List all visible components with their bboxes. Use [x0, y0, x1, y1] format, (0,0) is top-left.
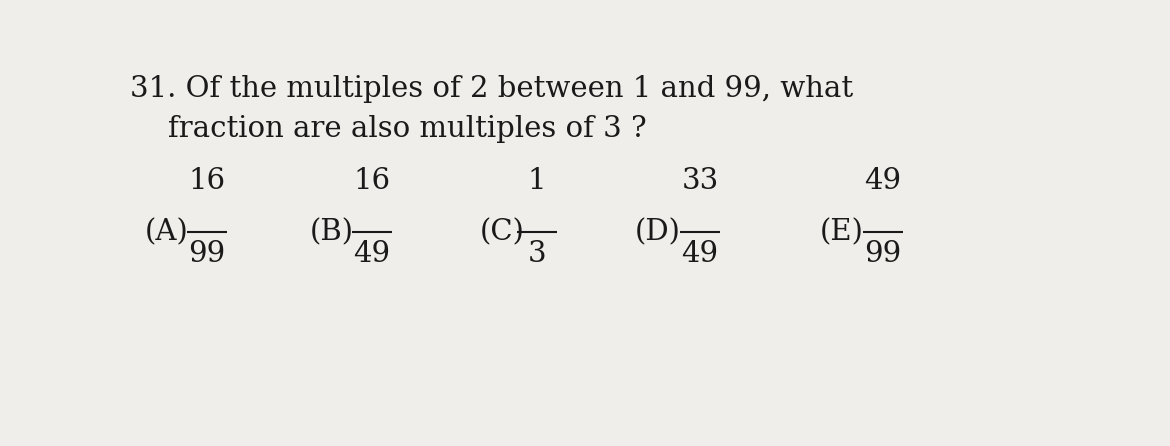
Text: 49: 49 — [353, 240, 391, 268]
Text: fraction are also multiples of 3 ?: fraction are also multiples of 3 ? — [168, 115, 647, 143]
Text: 49: 49 — [865, 167, 902, 195]
Text: (A): (A) — [145, 218, 188, 246]
Text: 49: 49 — [681, 240, 718, 268]
Text: 99: 99 — [865, 240, 902, 268]
Text: (D): (D) — [635, 218, 681, 246]
Text: 33: 33 — [681, 167, 718, 195]
Text: (C): (C) — [480, 218, 525, 246]
Text: 31. Of the multiples of 2 between 1 and 99, what: 31. Of the multiples of 2 between 1 and … — [130, 75, 853, 103]
Text: 16: 16 — [353, 167, 391, 195]
Text: 16: 16 — [188, 167, 226, 195]
Text: 3: 3 — [528, 240, 546, 268]
Text: 1: 1 — [528, 167, 546, 195]
Text: (B): (B) — [310, 218, 355, 246]
Text: (E): (E) — [820, 218, 863, 246]
Text: 99: 99 — [188, 240, 226, 268]
